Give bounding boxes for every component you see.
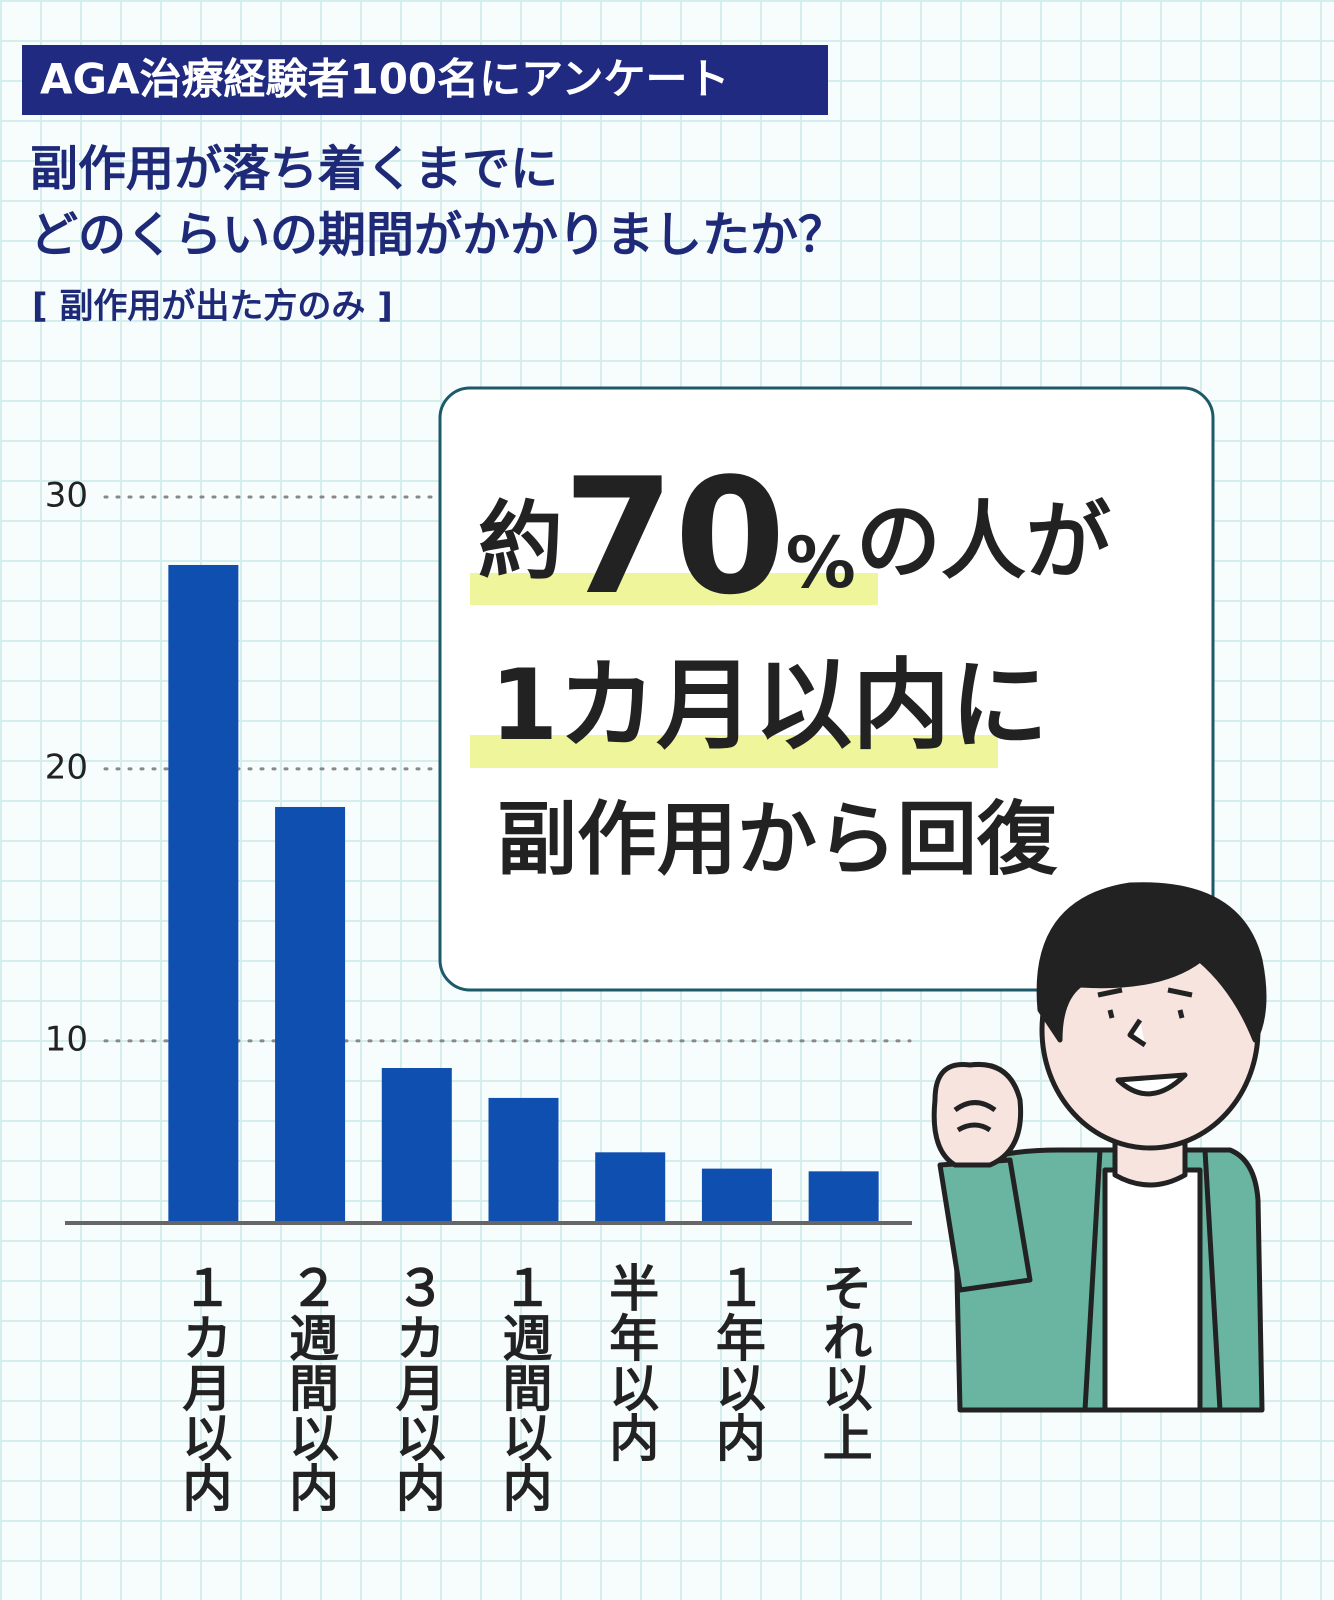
bar [595,1152,666,1223]
x-tick-label: １週間以内 [495,1262,553,1512]
bar [701,1168,772,1223]
x-tick-label: １カ月以内 [174,1262,232,1512]
bar [381,1068,452,1223]
subtitle: [ 副作用が出た方のみ ] [32,287,393,327]
bar [168,564,239,1223]
callout-number: 70 [563,443,786,630]
y-tick-label: 30 [45,476,88,516]
header: AGA治療経験者100名にアンケート [40,55,729,104]
x-tick-label: 半年以内 [601,1262,659,1462]
bar [808,1171,879,1223]
x-tick-label: それ以上 [815,1262,873,1462]
callout-line3: 副作用から回復 [497,793,1058,886]
person-illustration [931,882,1267,1413]
callout-line: 約70%の人が [478,443,1111,630]
x-tick-label: ３カ月以内 [388,1262,446,1512]
y-tick-label: 10 [45,1019,88,1059]
bar [275,806,346,1223]
header-badge [22,45,828,115]
highlight [470,735,998,768]
x-tick-label: １年以内 [708,1262,766,1462]
highlight [470,573,878,605]
callout-unit: % [786,522,856,604]
y-tick-label: 20 [45,747,88,787]
bar [488,1097,559,1223]
title-line: 副作用が落ち着くまでに [30,141,558,197]
x-tick-label: ２週間以内 [281,1262,339,1512]
callout-line2: 1カ月以内に [490,649,1048,763]
callout-box [438,386,1215,992]
callout-prefix: 約 [478,493,563,592]
callout-suffix: の人が [856,493,1111,592]
title-line: どのくらいの期間がかかりましたか？ [30,207,846,263]
